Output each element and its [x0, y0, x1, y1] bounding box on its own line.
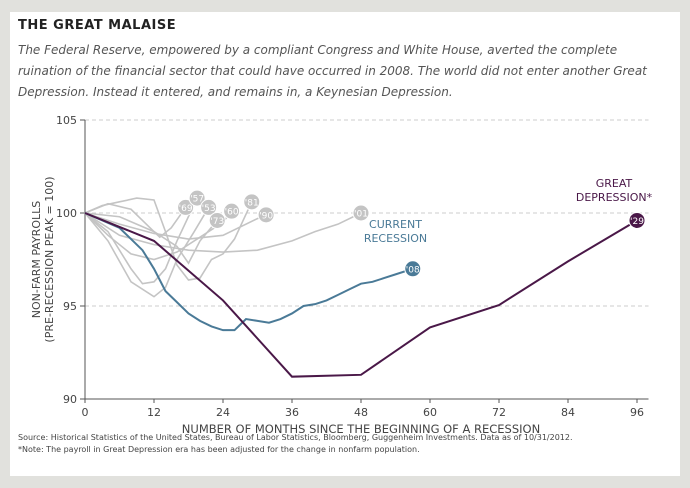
series-line-73 — [84, 212, 218, 265]
end-marker-label: '01 — [354, 210, 368, 220]
x-tick-label: 48 — [354, 406, 368, 419]
x-axis-label: NUMBER OF MONTHS SINCE THE BEGINNING OF … — [182, 422, 540, 436]
y-tick-label: 95 — [63, 300, 77, 313]
end-marker-label: '53 — [202, 204, 216, 214]
series-line-53 — [84, 207, 210, 298]
end-marker-label: '08 — [406, 265, 420, 275]
end-marker — [200, 198, 218, 216]
series-line-81 — [84, 197, 253, 281]
end-marker-label: '90 — [259, 211, 273, 221]
x-tick-label: 0 — [82, 406, 89, 419]
end-marker — [404, 260, 422, 278]
end-marker — [628, 211, 646, 229]
footnotes: Source: Historical Statistics of the Uni… — [18, 432, 573, 456]
x-tick-label: 60 — [423, 406, 437, 419]
series-label: CURRENT RECESSION — [364, 218, 427, 245]
x-tick-label: 96 — [630, 406, 644, 419]
end-marker — [188, 189, 206, 207]
y-tick-label: 90 — [63, 393, 77, 406]
series-line-08 — [84, 212, 414, 332]
end-marker — [208, 211, 226, 229]
end-marker — [352, 204, 370, 222]
series-label: GREAT DEPRESSION* — [576, 177, 653, 204]
x-tick-label: 72 — [492, 406, 506, 419]
end-marker-label: '69 — [179, 204, 193, 214]
series-line-90 — [84, 212, 267, 240]
end-marker — [177, 198, 195, 216]
x-tick-label: 24 — [216, 406, 230, 419]
end-marker-label: '73 — [210, 217, 224, 227]
end-marker — [257, 206, 275, 224]
y-axis-label: NON-FARM PAYROLLS — [30, 201, 43, 318]
chart-title: THE GREAT MALAISE — [18, 18, 177, 33]
y-axis-label: (PRE-RECESSION PEAK = 100) — [43, 176, 56, 342]
y-tick-label: 105 — [56, 114, 77, 127]
series-line-01 — [84, 212, 362, 253]
end-marker — [243, 193, 261, 211]
x-tick-label: 12 — [147, 406, 161, 419]
end-marker-label: '29 — [630, 217, 644, 227]
adjustment-note: *Note: The payroll in Great Depression e… — [18, 445, 420, 454]
end-marker — [223, 202, 241, 220]
end-marker-label: '57 — [190, 195, 204, 205]
source-note: Source: Historical Statistics of the Uni… — [18, 433, 573, 442]
x-tick-label: 36 — [285, 406, 299, 419]
x-tick-label: 84 — [561, 406, 575, 419]
series-line-29 — [84, 212, 638, 378]
chart-subtitle: The Federal Reserve, empowered by a comp… — [18, 43, 647, 99]
y-tick-label: 100 — [56, 207, 77, 220]
end-marker-label: '81 — [245, 198, 259, 208]
end-marker-label: '60 — [225, 208, 239, 218]
